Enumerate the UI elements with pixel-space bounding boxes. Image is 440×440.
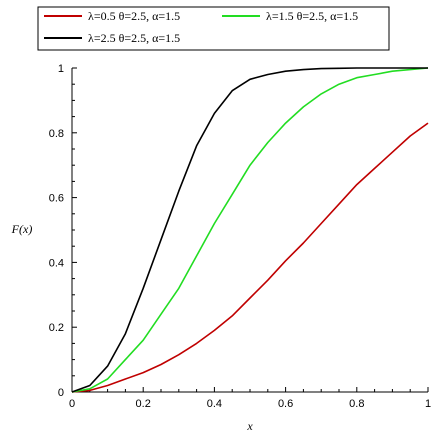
legend-box [37, 6, 390, 51]
y-tick-label: 0 [58, 387, 64, 399]
x-tick-label: 1 [425, 398, 431, 410]
x-axis-ticks: 0 0.2 0.4 0.6 0.8 1 [69, 387, 431, 410]
legend: λ=0.5 θ=2.5, α=1.5 λ=1.5 θ=2.5, α=1.5 λ=2.… [37, 6, 390, 51]
y-tick-label: 0.8 [49, 128, 64, 140]
x-tick-label: 0.6 [278, 398, 293, 410]
legend-label-3: λ=2.5 θ=2.5, α=1.5 [88, 31, 180, 45]
legend-label-1: λ=0.5 θ=2.5, α=1.5 [88, 9, 180, 23]
series-line-2 [71, 67, 429, 393]
y-axis-label: F(x) [11, 222, 33, 236]
y-tick-label: 1 [58, 63, 64, 75]
legend-items: λ=0.5 θ=2.5, α=1.5 λ=1.5 θ=2.5, α=1.5 λ=2.… [44, 9, 358, 45]
x-axis-label: x [246, 419, 253, 433]
x-tick-label: 0 [69, 398, 75, 410]
x-tick-label: 0.4 [207, 398, 222, 410]
x-tick-label: 0.8 [349, 398, 364, 410]
y-tick-label: 0.4 [49, 257, 64, 269]
series-line-3 [71, 67, 428, 393]
y-axis-ticks: 0 0.2 0.4 0.6 0.8 1 [49, 63, 77, 399]
y-tick-label: 0.2 [49, 322, 64, 334]
y-tick-label: 0.6 [49, 193, 64, 205]
legend-label-2: λ=1.5 θ=2.5, α=1.5 [266, 9, 358, 23]
plot-frame [71, 68, 428, 393]
series-lines [71, 67, 429, 393]
series-line-1 [71, 122, 429, 393]
x-tick-label: 0.2 [136, 398, 151, 410]
